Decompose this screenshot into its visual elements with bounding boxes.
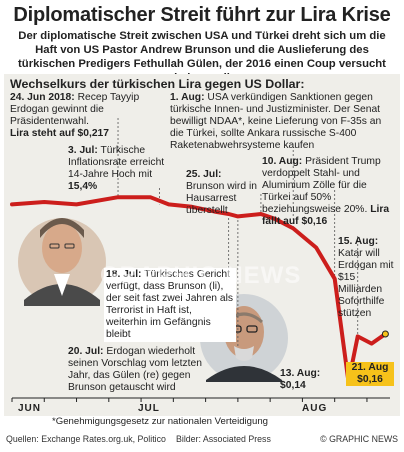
annotation-highlight: Lira steht auf $0,217 <box>10 128 110 139</box>
annotation-date: 18. Jul: <box>106 269 142 280</box>
annotation-highlight: 15,4% <box>68 181 98 192</box>
annotation-highlight: Lira fällt auf $0,16 <box>262 204 390 227</box>
annotation-13-aug: 13. Aug: $0,14 <box>280 368 338 392</box>
sources: Quellen: Exchange Rates.org.uk, Politico <box>6 434 166 444</box>
annotation-1-aug: 1. Aug: USA verkündigen Sanktionen gegen… <box>170 92 394 152</box>
annotation-text: Türkische Inflationsrate erreicht 14-Jah… <box>68 145 165 180</box>
annotation-text: Recep Tayyip Erdogan gewinnt die Präside… <box>10 92 140 127</box>
brunson-portrait <box>18 218 106 306</box>
watermark: GRAPHIC NEWS <box>100 262 302 289</box>
annotation-text: Erdogan wiederholt seinen Vorschlag vom … <box>68 346 202 393</box>
annotation-date: 24. Jun 2018: <box>10 92 75 103</box>
x-tick-label: JUN <box>18 403 42 414</box>
annotation-date: 1. Aug: <box>170 92 205 103</box>
annotation-text: Katar will Erdogan mit $15 Milliarden So… <box>338 248 394 319</box>
chart-title: Wechselkurs der türkischen Lira gegen US… <box>10 77 305 91</box>
annotation-20-jul: 20. Jul: Erdogan wiederholt seinen Vorsc… <box>68 346 206 394</box>
brand-credit: © GRAPHIC NEWS <box>320 434 398 444</box>
annotation-highlight: $0,14 <box>280 380 306 391</box>
annotation-connectors <box>117 118 359 382</box>
annotation-date: 21. Aug <box>351 362 389 373</box>
x-tick-label: JUL <box>138 403 160 414</box>
final-point <box>381 330 389 338</box>
annotation-18-jul: 18. Jul: Türkisches Gericht verfügt, das… <box>104 268 236 342</box>
annotation-10-aug: 10. Aug: Präsident Trump verdoppelt Stah… <box>262 156 396 228</box>
annotation-24-jun: 24. Jun 2018: Recep Tayyip Erdogan gewin… <box>10 92 160 140</box>
annotation-date: 25. Jul: <box>186 169 222 180</box>
annotation-3-jul: 3. Jul: Türkische Inflationsrate erreich… <box>68 145 168 193</box>
annotation-text: Türkisches Gericht verfügt, dass Brunson… <box>106 269 234 340</box>
annotation-date: 3. Jul: <box>68 145 98 156</box>
page-title: Diplomatischer Streit führt zur Lira Kri… <box>13 4 391 26</box>
page-subtitle: Der diplomatische Streit zwischen USA un… <box>18 30 386 84</box>
x-axis <box>11 397 390 402</box>
annotation-text: Präsident Trump verdoppelt Stahl- und Al… <box>262 156 381 215</box>
annotation-date: 20. Jul: <box>68 346 104 357</box>
annotation-date: 15. Aug: <box>338 236 379 247</box>
x-tick-label: AUG <box>302 403 328 414</box>
footnote: *Genehmigungsgesetz zur nationalen Verte… <box>52 416 269 427</box>
annotation-15-aug: 15. Aug: Katar will Erdogan mit $15 Mill… <box>338 236 398 320</box>
annotation-date: 13. Aug: <box>280 368 321 379</box>
annotation-date: 10. Aug: <box>262 156 303 167</box>
annotation-21-aug: 21. Aug $0,16 <box>346 362 394 386</box>
annotation-25-jul: 25. Jul: Brunson wird in Hausarrest über… <box>186 169 258 217</box>
annotation-highlight: $0,16 <box>357 374 383 385</box>
image-credits: Bilder: Associated Press <box>176 434 271 444</box>
annotation-text: USA verkündigen Sanktionen gegen türkisc… <box>170 92 382 151</box>
annotation-text: Brunson wird in Hausarrest überstellt <box>186 181 257 216</box>
